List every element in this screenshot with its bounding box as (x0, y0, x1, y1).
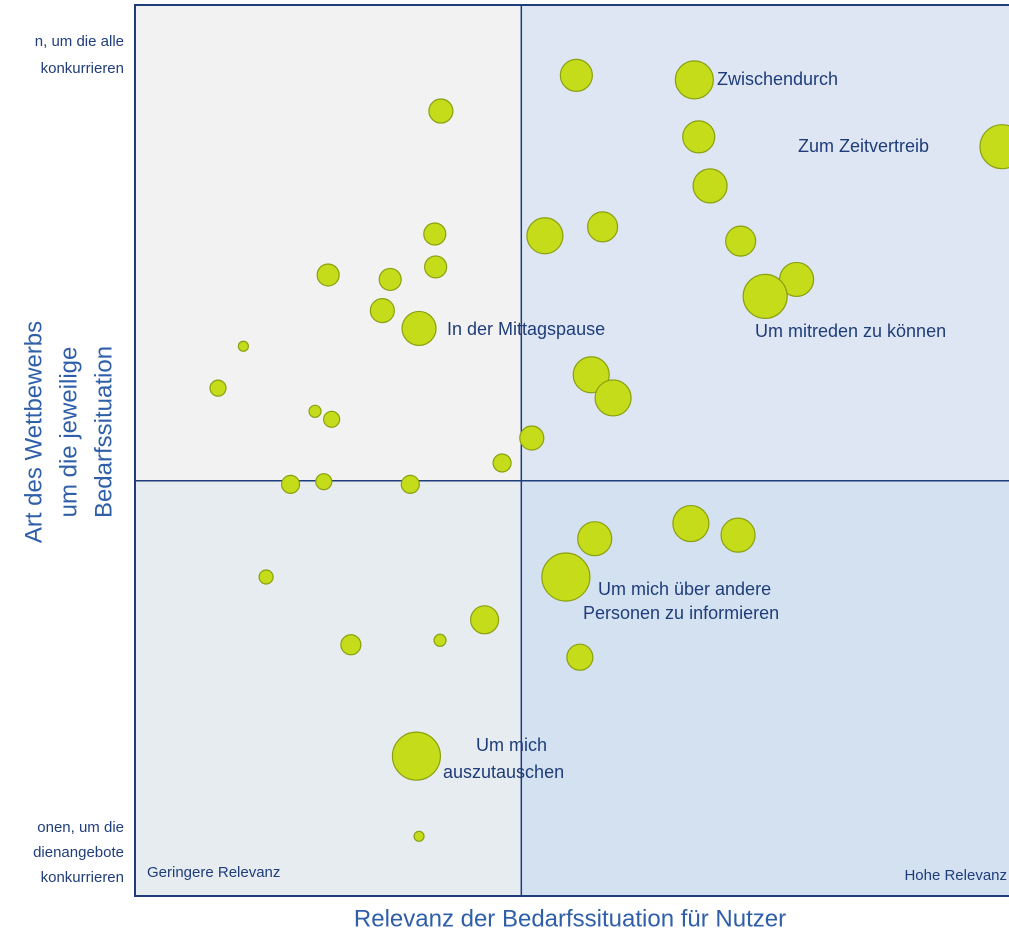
annotation: auszutauschen (443, 762, 564, 782)
quadrant (135, 5, 522, 481)
bubble (237, 340, 249, 352)
bubble (400, 474, 420, 494)
x-axis-title: Relevanz der Bedarfssituation für Nutzer (354, 905, 786, 932)
bubble (433, 633, 447, 647)
bubble (979, 124, 1009, 170)
corner-label: Geringere Relevanz (147, 864, 280, 881)
bubble (526, 217, 564, 255)
bubble (519, 425, 545, 451)
bubble (413, 830, 425, 842)
bubble (424, 255, 448, 279)
bubble (280, 474, 301, 494)
annotation: Um mich über andere (598, 579, 771, 599)
bubble (559, 58, 593, 92)
side-label: konkurrieren (41, 60, 124, 77)
annotation: Zum Zeitvertreib (798, 136, 929, 156)
bubble (423, 222, 447, 246)
bubble (682, 120, 716, 154)
bubble (315, 473, 333, 491)
bubble (674, 60, 714, 100)
y-axis-title-line: Bedarfssituation (90, 346, 117, 518)
bubble (340, 634, 362, 656)
side-label: onen, um die (37, 819, 124, 836)
plot-border (134, 4, 1009, 897)
y-axis-title-line: Art des Wettbewerbs (20, 321, 47, 543)
bubble (672, 504, 710, 543)
y-axis-title-line: um die jeweilige (55, 347, 82, 518)
bubble (258, 569, 274, 585)
side-label: konkurrieren (41, 869, 124, 886)
bubble (742, 273, 788, 319)
bubble (572, 356, 610, 394)
bubble (378, 267, 402, 292)
plot-area (134, 4, 1009, 897)
bubble (594, 379, 632, 417)
annotation: Personen zu informieren (583, 603, 779, 623)
side-label: dienangebote (33, 844, 124, 861)
bubble (566, 643, 594, 671)
annotation: In der Mittagspause (447, 319, 605, 339)
bubble (209, 379, 227, 397)
bubble (541, 552, 591, 602)
annotation: Zwischendurch (717, 69, 838, 89)
bubble (316, 263, 340, 287)
annotation: Um mich (476, 735, 547, 755)
annotation: Um mitreden zu können (755, 321, 946, 341)
bubble (401, 310, 437, 347)
bubble (323, 410, 341, 428)
bubble (492, 453, 512, 473)
bubble (692, 168, 728, 204)
bubble (391, 731, 442, 781)
bubble (577, 521, 613, 557)
bubble (725, 225, 757, 257)
y-axis-title: Art des Wettbewerbs um die jeweilige Bed… (20, 321, 117, 543)
bubble (586, 211, 619, 243)
corner-label: Hohe Relevanz (904, 867, 1007, 884)
bubble (470, 605, 500, 635)
bubble (308, 404, 322, 418)
quadrant (135, 480, 522, 896)
bubble (369, 298, 395, 324)
side-label: n, um die alle (35, 33, 124, 50)
bubble (428, 98, 454, 124)
bubble (720, 517, 756, 553)
